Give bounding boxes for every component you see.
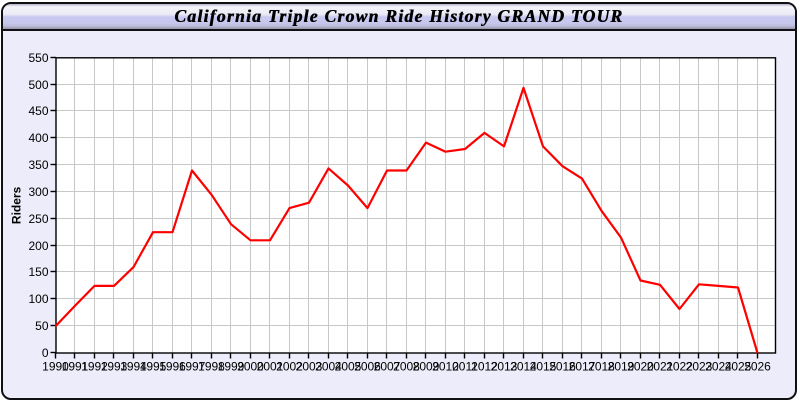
- svg-text:1995: 1995: [140, 360, 167, 374]
- svg-text:250: 250: [28, 212, 48, 226]
- svg-text:2004: 2004: [315, 360, 342, 374]
- svg-text:2020: 2020: [627, 360, 654, 374]
- svg-text:350: 350: [28, 158, 48, 172]
- svg-text:450: 450: [28, 104, 48, 118]
- svg-text:2006: 2006: [354, 360, 381, 374]
- svg-text:2005: 2005: [335, 360, 362, 374]
- svg-text:2010: 2010: [432, 360, 459, 374]
- svg-text:2016: 2016: [549, 360, 576, 374]
- svg-text:2022: 2022: [666, 360, 693, 374]
- svg-text:2014: 2014: [510, 360, 537, 374]
- svg-text:1996: 1996: [159, 360, 186, 374]
- svg-text:50: 50: [35, 319, 49, 333]
- svg-text:300: 300: [28, 185, 48, 199]
- svg-text:2007: 2007: [374, 360, 401, 374]
- svg-text:150: 150: [28, 265, 48, 279]
- svg-text:2019: 2019: [608, 360, 635, 374]
- svg-text:1997: 1997: [179, 360, 206, 374]
- svg-text:1994: 1994: [120, 360, 147, 374]
- svg-text:0: 0: [42, 346, 49, 360]
- svg-text:2002: 2002: [276, 360, 303, 374]
- svg-text:2009: 2009: [413, 360, 440, 374]
- svg-text:2023: 2023: [686, 360, 713, 374]
- svg-text:2001: 2001: [257, 360, 284, 374]
- svg-text:2017: 2017: [569, 360, 596, 374]
- svg-text:1993: 1993: [101, 360, 128, 374]
- svg-text:1992: 1992: [81, 360, 108, 374]
- svg-text:2000: 2000: [237, 360, 264, 374]
- svg-text:500: 500: [28, 78, 48, 92]
- svg-text:2012: 2012: [471, 360, 498, 374]
- svg-text:200: 200: [28, 239, 48, 253]
- svg-text:100: 100: [28, 292, 48, 306]
- svg-text:2018: 2018: [588, 360, 615, 374]
- svg-text:2025: 2025: [725, 360, 752, 374]
- svg-text:2026: 2026: [744, 360, 771, 374]
- svg-text:2013: 2013: [491, 360, 518, 374]
- svg-text:2024: 2024: [705, 360, 732, 374]
- svg-text:2008: 2008: [393, 360, 420, 374]
- svg-text:1991: 1991: [62, 360, 89, 374]
- svg-text:2021: 2021: [647, 360, 674, 374]
- svg-text:1990: 1990: [42, 360, 69, 374]
- svg-text:1999: 1999: [218, 360, 245, 374]
- svg-text:400: 400: [28, 131, 48, 145]
- svg-text:Riders: Riders: [10, 186, 24, 224]
- svg-text:2003: 2003: [296, 360, 323, 374]
- svg-text:2011: 2011: [452, 360, 478, 374]
- svg-text:2015: 2015: [530, 360, 557, 374]
- svg-text:1998: 1998: [198, 360, 225, 374]
- svg-text:550: 550: [28, 51, 48, 65]
